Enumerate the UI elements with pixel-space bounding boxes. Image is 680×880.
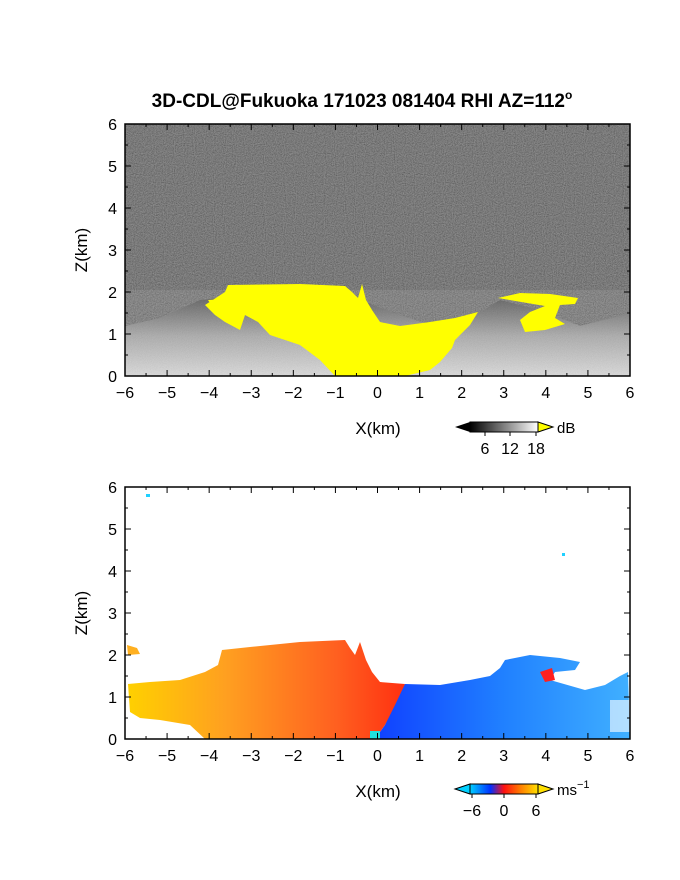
snr-colorbar: dB 6 12 18: [455, 420, 575, 458]
velocity-y-axis-label: Z(km): [72, 591, 91, 635]
snr-x-tick-label: 5: [583, 385, 592, 402]
snr-saturated-echo-left-streak: [208, 299, 225, 306]
snr-x-tick-label: 1: [415, 385, 424, 402]
snr-y-tick-label: 4: [108, 201, 117, 218]
velocity-y-tick-label: 0: [108, 732, 117, 749]
snr-y-tick-label: 2: [108, 285, 117, 302]
velocity-colorbar-bar: [469, 783, 539, 795]
snr-x-tick-label: 4: [541, 385, 550, 402]
snr-y-tick-label: 5: [108, 159, 117, 176]
velocity-edge-gaps: [610, 700, 630, 732]
velocity-x-tick-label: 4: [541, 748, 550, 765]
velocity-panel: −6 −5 −4 −3 −2 −1 0 1 2 3 4 5 6 0 1 2 3 4 5 6 X(km) Z(km) m…: [72, 480, 635, 820]
snr-x-tick-label: −3: [242, 385, 260, 402]
velocity-colorbar-tick-label: 0: [500, 803, 509, 820]
velocity-y-tick-label: 6: [108, 480, 117, 497]
velocity-x-tick-label: −2: [284, 748, 302, 765]
velocity-colorbar-tick-label: 6: [532, 803, 541, 820]
velocity-x-tick-label: −1: [326, 748, 344, 765]
snr-x-tick-label: 2: [457, 385, 466, 402]
velocity-positive-left-strip: [127, 645, 140, 655]
velocity-red-patch: [540, 668, 555, 682]
velocity-x-tick-label: 2: [457, 748, 466, 765]
velocity-speck-upper-left: [146, 494, 150, 497]
snr-colorbar-tick-label: 18: [527, 441, 545, 458]
snr-plot-area: [125, 124, 630, 376]
velocity-origin-patch: [370, 731, 380, 739]
velocity-y-tick-label: 2: [108, 648, 117, 665]
velocity-plot-area: [125, 487, 630, 739]
snr-colorbar-tick-label: 6: [481, 441, 490, 458]
snr-x-tick-label: −1: [326, 385, 344, 402]
velocity-x-tick-label: 5: [583, 748, 592, 765]
snr-x-tick-label: 3: [499, 385, 508, 402]
snr-axis-ticks: −6 −5 −4 −3 −2 −1 0 1 2 3 4 5 6 0 1 2 3 4 5 6: [108, 117, 634, 402]
velocity-colorbar-unit: ms−1: [557, 779, 590, 799]
velocity-x-tick-label: 3: [499, 748, 508, 765]
velocity-positive-region: [128, 640, 405, 739]
snr-colorbar-bar: [469, 421, 539, 433]
velocity-speck-right: [562, 553, 565, 556]
velocity-x-tick-label: 6: [626, 748, 635, 765]
velocity-axis-ticks: −6 −5 −4 −3 −2 −1 0 1 2 3 4 5 6 0 1 2 3 4 5 6: [108, 480, 634, 765]
snr-y-tick-label: 6: [108, 117, 117, 134]
snr-colorbar-tick-label: 12: [501, 441, 519, 458]
figure-title: 3D-CDL@Fukuoka 171023 081404 RHI AZ=112o: [152, 88, 573, 112]
snr-y-axis-label: Z(km): [72, 228, 91, 272]
velocity-x-tick-label: −3: [242, 748, 260, 765]
snr-x-axis-label: X(km): [355, 419, 400, 438]
velocity-colorbar-over-arrow: [537, 783, 555, 795]
snr-colorbar-ticks: 6 12 18: [481, 432, 545, 458]
velocity-y-tick-label: 4: [108, 564, 117, 581]
snr-saturated-echo-main: [205, 284, 478, 376]
snr-x-tick-label: −6: [116, 385, 134, 402]
velocity-x-tick-label: 1: [415, 748, 424, 765]
velocity-colorbar-under-arrow: [453, 783, 471, 795]
snr-saturated-echo-right: [498, 293, 578, 332]
velocity-x-axis-label: X(km): [355, 782, 400, 801]
velocity-y-tick-label: 1: [108, 690, 117, 707]
velocity-x-tick-label: −5: [158, 748, 176, 765]
velocity-colorbar-tick-label: −6: [463, 803, 481, 820]
velocity-negative-region: [375, 655, 630, 739]
snr-x-tick-label: 0: [373, 385, 382, 402]
velocity-x-tick-label: 0: [373, 748, 382, 765]
velocity-y-tick-label: 3: [108, 606, 117, 623]
snr-x-tick-label: −5: [158, 385, 176, 402]
velocity-colorbar-ticks: −6 0 6: [463, 794, 541, 820]
velocity-y-tick-label: 5: [108, 522, 117, 539]
velocity-x-tick-label: −4: [200, 748, 218, 765]
snr-colorbar-unit: dB: [557, 420, 575, 437]
snr-x-tick-label: −2: [284, 385, 302, 402]
snr-x-tick-label: −4: [200, 385, 218, 402]
snr-colorbar-under-arrow: [455, 422, 470, 432]
snr-y-tick-label: 3: [108, 243, 117, 260]
snr-colorbar-over-arrow: [537, 421, 555, 433]
velocity-x-tick-label: −6: [116, 748, 134, 765]
snr-y-tick-label: 1: [108, 327, 117, 344]
snr-x-tick-label: 6: [626, 385, 635, 402]
velocity-colorbar: ms−1 −6 0 6: [453, 779, 590, 820]
snr-y-tick-label: 0: [108, 369, 117, 386]
